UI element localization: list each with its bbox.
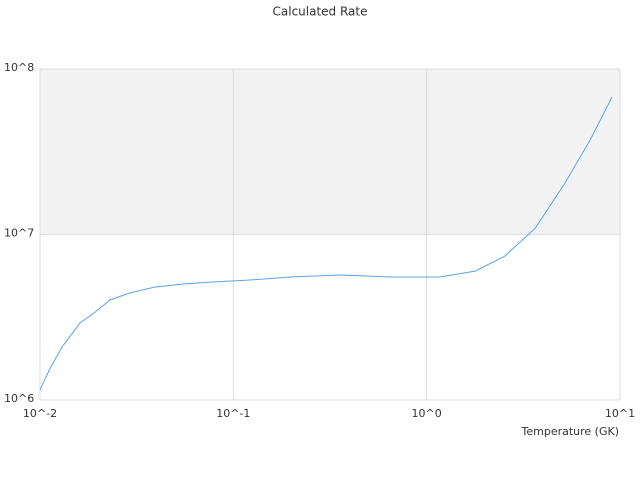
x-tick-label: 10^-2	[23, 407, 57, 420]
plot-band	[40, 69, 620, 235]
chart-title: Calculated Rate	[273, 5, 368, 19]
data-line	[39, 96, 613, 391]
x-tick-label: 10^-1	[216, 407, 250, 420]
x-axis-label: Temperature (GK)	[521, 425, 620, 438]
x-tick-label: 10^0	[412, 407, 442, 420]
y-tick-label: 10^6	[4, 392, 34, 405]
x-tick-label: 10^1	[605, 407, 635, 420]
y-tick-label: 10^8	[4, 61, 34, 74]
y-tick-label: 10^7	[4, 227, 34, 240]
